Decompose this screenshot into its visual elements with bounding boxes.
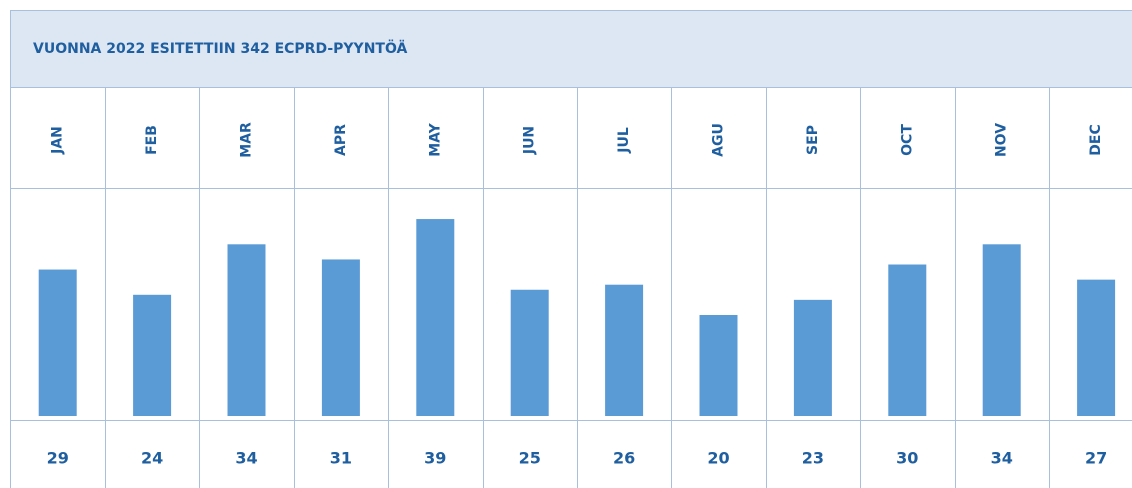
bar: [1077, 279, 1116, 416]
month-label: APR: [333, 124, 349, 156]
value-label: 27: [1085, 449, 1107, 468]
value-label: 29: [47, 449, 69, 468]
month-label: OCT: [899, 124, 915, 156]
month-label: NOV: [994, 123, 1010, 157]
month-label: JUN: [522, 126, 538, 155]
month-label: JUL: [616, 127, 632, 154]
month-label: FEB: [144, 125, 160, 155]
bar: [38, 269, 77, 416]
month-label: JAN: [50, 126, 66, 155]
bar: [510, 289, 549, 416]
value-label: 26: [613, 449, 635, 468]
value-label: 25: [519, 449, 541, 468]
bar: [605, 284, 644, 416]
value-label: 30: [896, 449, 918, 468]
bar: [793, 299, 832, 416]
month-label: AGU: [711, 123, 727, 157]
month-label: SEP: [805, 125, 821, 155]
bar: [982, 244, 1021, 416]
value-label: 20: [707, 449, 729, 468]
value-label: 31: [330, 449, 352, 468]
month-label: MAY: [427, 122, 443, 156]
bar: [133, 294, 172, 416]
month-label: MAR: [239, 122, 255, 158]
bar: [416, 219, 455, 416]
chart-title: VUONNA 2022 ESITETTIIN 342 ECPRD-PYYNTÖÄ: [33, 39, 407, 57]
bar: [888, 264, 927, 416]
bar: [227, 244, 266, 416]
value-label: 34: [235, 449, 257, 468]
value-label: 24: [141, 449, 163, 468]
value-label: 39: [424, 449, 446, 468]
bar: [321, 259, 360, 416]
header-band: [10, 10, 1132, 88]
value-label: 34: [991, 449, 1013, 468]
bar: [699, 315, 738, 416]
value-label: 23: [802, 449, 824, 468]
month-label: DEC: [1088, 124, 1104, 155]
